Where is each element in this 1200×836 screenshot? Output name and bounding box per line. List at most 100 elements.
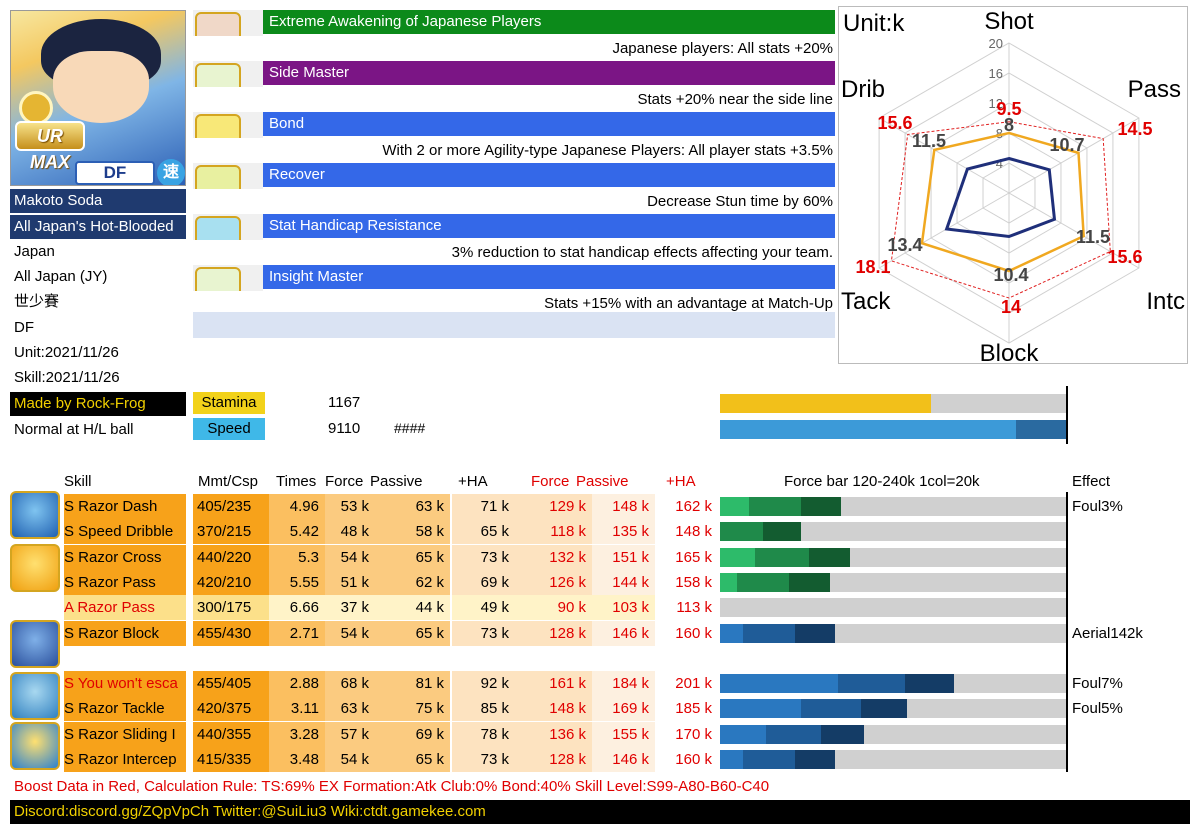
radar-tick-label: 8 [996, 126, 1003, 141]
force-bar [720, 648, 1066, 668]
cell-rforce: 132 k [528, 544, 592, 570]
cell-rforce: 118 k [528, 519, 592, 545]
player-subtitle: All Japan's Hot-Blooded [10, 215, 186, 239]
cell-times: 6.66 [269, 595, 325, 621]
cell-rpassive: 155 k [592, 721, 655, 747]
force-bar [720, 750, 1066, 769]
force-bar-segment [754, 547, 810, 567]
radar-boost-value: 14.5 [1117, 119, 1152, 139]
radar-boost-value: 14 [1001, 297, 1021, 317]
ability-title: Insight Master [263, 265, 835, 289]
tackle-skill-icon [10, 672, 60, 720]
header-skill: Skill [64, 473, 92, 490]
force-bar-segment [748, 497, 801, 516]
cell-passive: 62 k [387, 569, 450, 595]
cell-rpassive: 148 k [592, 494, 655, 519]
radar-spoke [1008, 192, 1140, 269]
cell-rforce: 126 k [528, 569, 592, 595]
cell-ha: 73 k [452, 544, 515, 570]
intercept-skill-icon [10, 722, 60, 770]
cell-passive: 65 k [387, 747, 450, 772]
speed-fill [720, 420, 1016, 439]
speed-type-icon: 速 [157, 159, 185, 185]
stamina-fill [720, 394, 932, 413]
header-boost-ha: +HA [666, 473, 696, 490]
header-effect: Effect [1072, 473, 1111, 490]
force-bar-segment [861, 699, 908, 719]
radar-base-value: 10.4 [993, 265, 1028, 285]
force-bar-segment [743, 750, 795, 769]
header-mmt: Mmt/Csp [198, 473, 258, 490]
cell-passive: 69 k [387, 721, 450, 747]
radar-boost-series [890, 121, 1111, 299]
made-by: Made by Rock-Frog [10, 392, 186, 416]
cell-rforce: 136 k [528, 721, 592, 747]
force-bar-segment [820, 724, 865, 744]
ability-description: Japanese players: All stats +20% [193, 36, 835, 60]
cell-passive: 63 k [387, 494, 450, 519]
radar-boost-value: 18.1 [855, 257, 890, 277]
cell-times: 3.28 [269, 721, 325, 747]
player-nation: Japan [14, 243, 55, 260]
skill-date: Skill:2021/11/26 [14, 369, 120, 386]
cell-ha: 49 k [452, 595, 515, 621]
cell-skill: S Razor Tackle [64, 696, 186, 722]
force-bar-segment [809, 547, 850, 567]
unit-date: Unit:2021/11/26 [14, 344, 119, 361]
force-bar-segment [720, 724, 767, 744]
cell-skill: A Razor Pass [64, 595, 186, 621]
force-bar-segment [766, 724, 821, 744]
cell-ha: 73 k [452, 620, 515, 646]
stamina-value: 1167 [328, 394, 361, 411]
cell-force: 48 k [325, 519, 375, 545]
radar-unit: Unit:k [843, 10, 905, 37]
stamina-bar [720, 394, 1066, 413]
force-bar-segment [794, 750, 836, 769]
cell-rpassive: 184 k [592, 671, 655, 697]
ability-description: Decrease Stun time by 60% [193, 189, 835, 213]
player-name-cn: 世少賽 [14, 293, 60, 310]
cell-mmt: 455/430 [193, 620, 269, 646]
cell-skill: S Razor Block [64, 620, 186, 646]
force-bar-segment [720, 497, 749, 516]
bar-divider-top [1066, 386, 1068, 444]
header-forcebar: Force bar 120-240k 1col=20k [784, 473, 980, 490]
radar-base-value: 8 [1004, 115, 1014, 135]
block-skill-icon [10, 620, 60, 668]
cell-mmt: 420/375 [193, 696, 269, 722]
ability-title: Side Master [263, 61, 835, 85]
cell-rha: 160 k [655, 747, 718, 772]
header-boost-passive: Passive [576, 473, 629, 490]
cell-rforce: 148 k [528, 696, 592, 722]
bar-divider [1066, 492, 1068, 772]
force-bar-segment [904, 674, 954, 694]
pass-skill-icon [10, 544, 60, 592]
cell-ha: 69 k [452, 569, 515, 595]
cell-force: 37 k [325, 595, 375, 621]
cell-ha: 73 k [452, 747, 515, 772]
force-bar-segment [800, 699, 862, 719]
radar-base-value: 11.5 [912, 131, 946, 151]
cell-rforce: 161 k [528, 671, 592, 697]
ability-title: Stat Handicap Resistance [263, 214, 835, 238]
cell-force: 51 k [325, 569, 375, 595]
cell-rha: 162 k [655, 494, 718, 519]
radar-inner-series [944, 156, 1057, 239]
calc-rule-note: Boost Data in Red, Calculation Rule: TS:… [14, 778, 770, 795]
cell-passive: 65 k [387, 544, 450, 570]
cell-mmt: 440/355 [193, 721, 269, 747]
cell-force: 54 k [325, 747, 375, 772]
cell-force: 54 k [325, 620, 375, 646]
rarity-badge: UR MAX [15, 121, 85, 172]
cell-rforce: 90 k [528, 595, 592, 621]
cell-mmt: 300/175 [193, 595, 269, 621]
speed-label: Speed [193, 418, 265, 440]
cell-skill: S Speed Dribble [64, 519, 186, 545]
cell-rha: 160 k [655, 620, 718, 646]
header-force: Force [325, 473, 364, 490]
force-bar [720, 699, 1066, 719]
cell-times: 3.11 [269, 696, 325, 722]
cell-rha: 113 k [655, 595, 718, 621]
cell-rpassive: 169 k [592, 696, 655, 722]
cell-times: 5.55 [269, 569, 325, 595]
